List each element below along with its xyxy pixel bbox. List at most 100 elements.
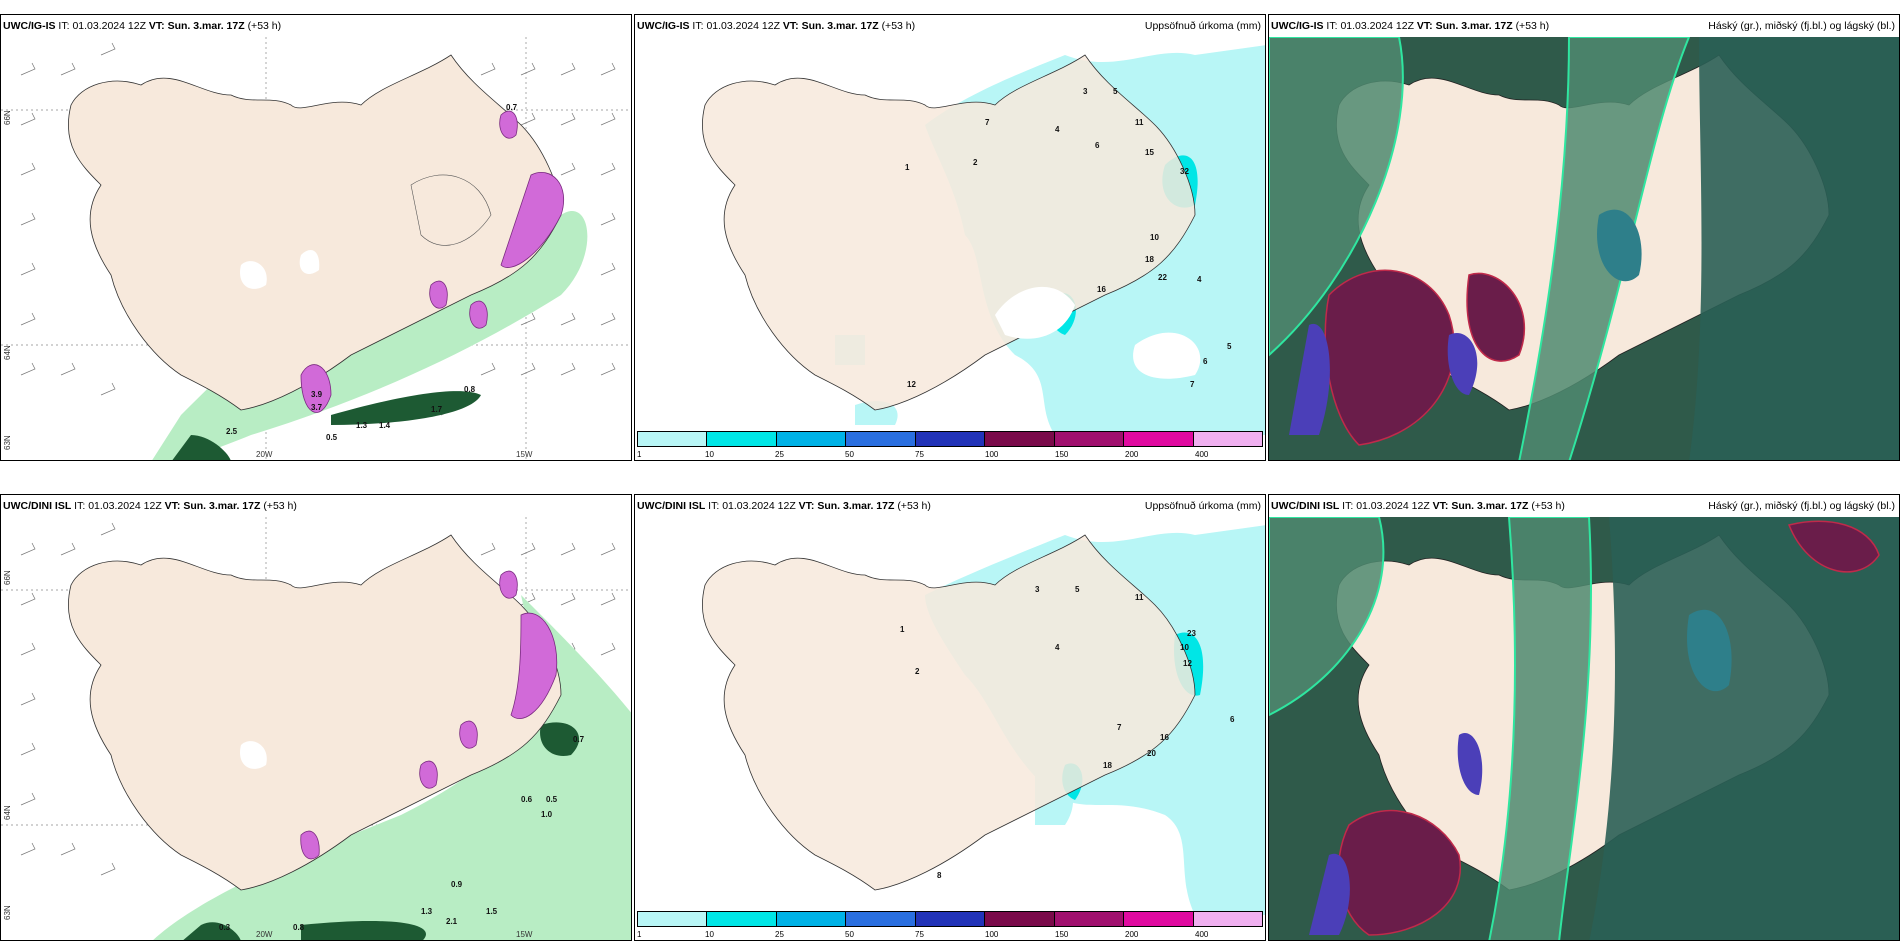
colorbar-cell — [707, 912, 777, 926]
lead-time: (+53 h) — [881, 20, 916, 32]
panel-wind-precip-top: UWC/IG-IS IT: 01.03.2024 12Z VT: Sun. 3.… — [0, 14, 632, 461]
map-value: 23 — [1187, 629, 1196, 638]
iceland-land — [67, 534, 562, 891]
wind-map — [1, 517, 631, 940]
colorbar-tick: 100 — [985, 930, 999, 939]
precip-map — [701, 525, 1265, 915]
map-value: 4 — [1055, 643, 1060, 652]
lat-label-63n: 63N — [3, 905, 12, 920]
map-value: 3.7 — [311, 403, 323, 412]
colorbar-cell — [915, 912, 986, 926]
colorbar-cell — [1193, 912, 1262, 926]
colorbar-tick: 100 — [985, 450, 999, 459]
map-value: 3.9 — [311, 390, 323, 399]
map-value: 1.0 — [541, 810, 553, 819]
it-label: IT: — [58, 20, 70, 32]
map-value: 4 — [1197, 275, 1202, 284]
map-value: 15 — [1145, 148, 1154, 157]
panel-title: Uppsöfnuð úrkoma (mm) — [1144, 500, 1261, 512]
lead-time: (+53 h) — [247, 20, 282, 32]
panel-header: UWC/IG-IS IT: 01.03.2024 12Z VT: Sun. 3.… — [1269, 15, 1899, 37]
map-value: 7 — [1117, 723, 1122, 732]
colorbar-cell — [985, 432, 1055, 446]
white-patches — [995, 286, 1201, 379]
model-name: UWC/DINI ISL — [1271, 500, 1340, 512]
colorbar-cell — [915, 432, 986, 446]
map-value: 0.7 — [506, 103, 518, 112]
vt-label: VT: — [1416, 20, 1433, 32]
map-value: 2.5 — [226, 427, 238, 436]
panel-header: UWC/IG-IS IT: 01.03.2024 12Z VT: Sun. 3.… — [635, 15, 1265, 37]
lat-label-63n: 63N — [3, 435, 12, 450]
map-value: 5 — [1113, 87, 1118, 96]
vt-value: Sun. 3.mar. 17Z — [167, 20, 245, 32]
precip-green-dark — [172, 391, 481, 460]
it-label: IT: — [1326, 20, 1338, 32]
model-name: UWC/DINI ISL — [637, 500, 706, 512]
it-value: 01.03.2024 12Z — [88, 500, 162, 512]
vt-label: VT: — [164, 500, 181, 512]
map-value: 7 — [985, 118, 990, 127]
map-value: 1 — [905, 163, 910, 172]
panel-cloud-cover-bottom: UWC/DINI ISL IT: 01.03.2024 12Z VT: Sun.… — [1268, 494, 1900, 941]
colorbar-cell — [776, 912, 847, 926]
map-value: 6 — [1203, 357, 1208, 366]
colorbar-tick: 50 — [845, 450, 854, 459]
map-value: 11 — [1135, 118, 1144, 127]
it-label: IT: — [1342, 500, 1354, 512]
map-value: 16 — [1097, 285, 1106, 294]
panel-header: UWC/IG-IS IT: 01.03.2024 12Z VT: Sun. 3.… — [1, 15, 631, 37]
colorbar-cell — [1054, 912, 1125, 926]
cloud-blue-patch — [1289, 323, 1478, 435]
colorbar — [637, 911, 1263, 927]
panel-wind-precip-bottom: UWC/DINI ISL IT: 01.03.2024 12Z VT: Sun.… — [0, 494, 632, 941]
map-value: 12 — [1183, 659, 1192, 668]
map-value: 8 — [937, 871, 942, 880]
map-value: 18 — [1103, 761, 1112, 770]
map-value: 0.8 — [464, 385, 476, 394]
map-value: 0.7 — [573, 735, 585, 744]
vt-value: Sun. 3.mar. 17Z — [1435, 20, 1513, 32]
lat-label-64n: 64N — [3, 805, 12, 820]
colorbar-cell — [776, 432, 847, 446]
vt-label: VT: — [148, 20, 165, 32]
panel-header: UWC/DINI ISL IT: 01.03.2024 12Z VT: Sun.… — [1, 495, 631, 517]
it-label: IT: — [74, 500, 86, 512]
colorbar-cell — [846, 432, 916, 446]
vt-label: VT: — [782, 20, 799, 32]
cloud-high-band — [1269, 516, 1593, 940]
vt-label: VT: — [1432, 500, 1449, 512]
colorbar — [637, 431, 1263, 447]
colorbar-tick: 75 — [915, 450, 924, 459]
map-value: 6 — [1230, 715, 1235, 724]
cloud-low-patch — [1324, 269, 1526, 446]
it-value: 01.03.2024 12Z — [1356, 500, 1430, 512]
lead-time: (+53 h) — [1515, 20, 1550, 32]
precip-map — [701, 45, 1265, 435]
map-value: 18 — [1145, 255, 1154, 264]
map-value: 0.6 — [521, 795, 533, 804]
colorbar-tick: 25 — [775, 450, 784, 459]
map-value: 1.3 — [356, 421, 368, 430]
vt-value: Sun. 3.mar. 17Z — [183, 500, 261, 512]
lead-time: (+53 h) — [263, 500, 297, 512]
map-value: 0.8 — [293, 923, 305, 932]
iceland-land — [701, 534, 1196, 891]
white-patches — [240, 250, 320, 289]
panel-accum-precip-bottom: UWC/DINI ISL IT: 01.03.2024 12Z VT: Sun.… — [634, 494, 1266, 941]
map-value: 11 — [1135, 593, 1144, 602]
colorbar-tick: 1 — [637, 450, 642, 459]
map-value: 22 — [1158, 273, 1167, 282]
map-value: 10 — [1150, 233, 1159, 242]
map-value: 10 — [1180, 643, 1189, 652]
panel-header: UWC/DINI ISL IT: 01.03.2024 12Z VT: Sun.… — [635, 495, 1265, 517]
colorbar-tick: 10 — [705, 930, 714, 939]
model-name: UWC/IG-IS — [1271, 20, 1324, 32]
panel-header: UWC/DINI ISL IT: 01.03.2024 12Z VT: Sun.… — [1269, 495, 1899, 517]
map-value: 0.3 — [219, 923, 231, 932]
precip-pink — [300, 570, 558, 860]
colorbar-tick: 400 — [1195, 930, 1209, 939]
cloud-mid-band — [1689, 37, 1899, 460]
model-name: UWC/IG-IS — [637, 20, 690, 32]
colorbar-tick: 10 — [705, 450, 714, 459]
